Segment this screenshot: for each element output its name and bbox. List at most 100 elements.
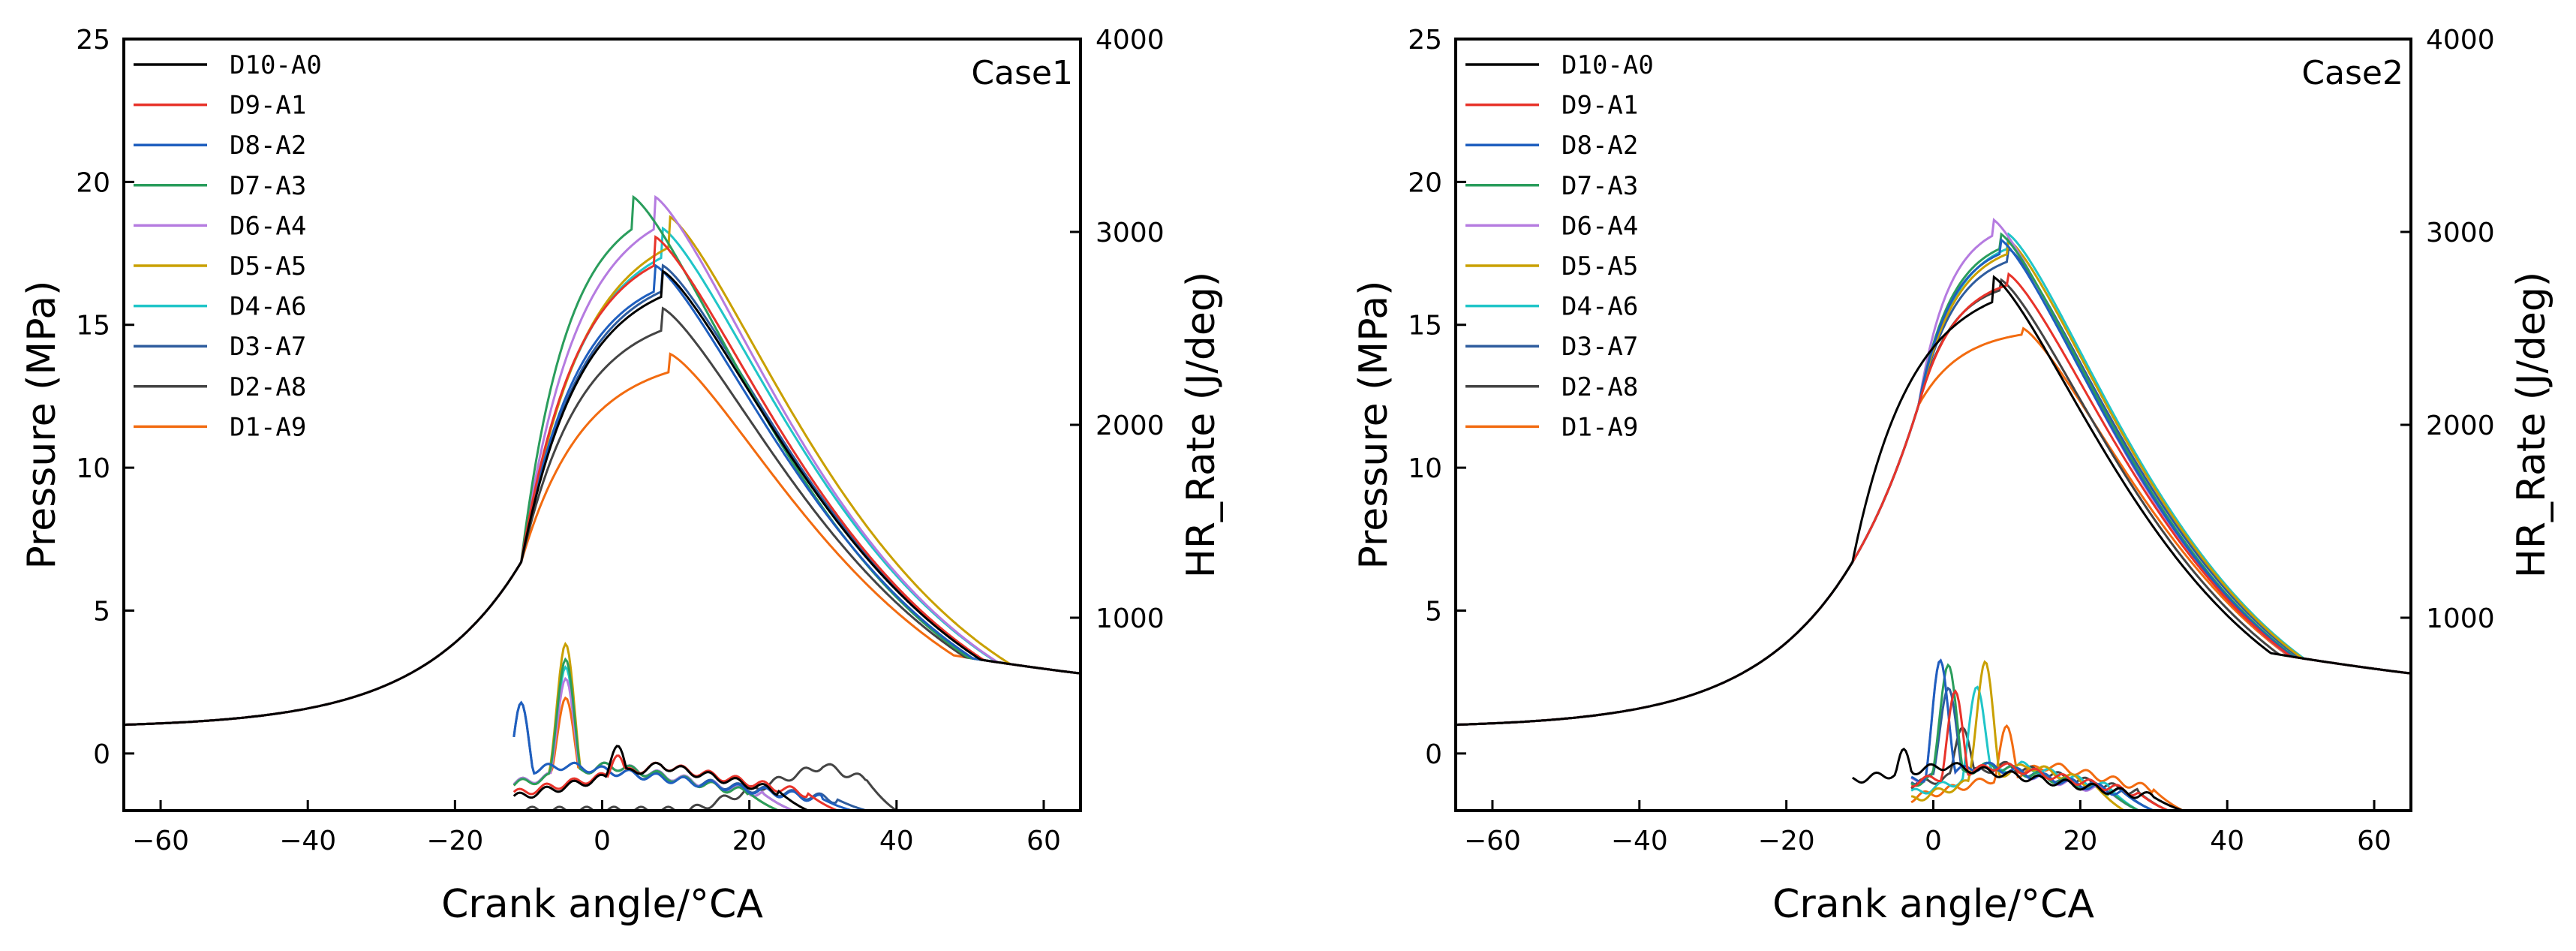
y2-axis-title: HR_Rate (J/deg) xyxy=(1179,272,1224,578)
x-tick-label: 20 xyxy=(2063,826,2097,856)
y-axis-title: Pressure (MPa) xyxy=(1351,281,1396,570)
legend-item: D7-A3 xyxy=(134,171,306,201)
x-tick-label: 0 xyxy=(594,826,611,856)
legend-label: D1-A9 xyxy=(1562,412,1638,442)
y-tick-label: 25 xyxy=(76,25,110,56)
legend-label: D9-A1 xyxy=(230,91,306,121)
legend-item: D5-A5 xyxy=(1465,251,1638,281)
legend-label: D2-A8 xyxy=(1562,372,1638,402)
legend-label: D8-A2 xyxy=(1562,131,1638,161)
hr-line-D8-A2 xyxy=(512,700,853,811)
legend: D10-A0 D9-A1 D8-A2 D7-A3 D6-A4 D5-A5 D4-A6 D3-A… xyxy=(1465,50,1654,442)
case-label: Case2 xyxy=(2301,54,2403,92)
legend-item: D1-A9 xyxy=(1465,412,1638,442)
pressure-line-D2-A8 xyxy=(124,306,1081,726)
legend-label: D10-A0 xyxy=(230,50,322,80)
legend-label: D5-A5 xyxy=(1562,251,1638,281)
legend-label: D10-A0 xyxy=(1562,50,1654,80)
legend-item: D8-A2 xyxy=(1465,131,1638,161)
x-tick-label: −60 xyxy=(132,826,189,856)
x-tick-label: −40 xyxy=(279,826,336,856)
legend-label: D8-A2 xyxy=(230,131,306,161)
legend-label: D4-A6 xyxy=(1562,292,1638,322)
y-tick-label: 0 xyxy=(93,739,110,770)
pressure-line-D1-A9 xyxy=(124,352,1081,726)
legend-label: D7-A3 xyxy=(1562,171,1638,201)
hr-line-D2-A8 xyxy=(513,763,897,811)
legend-item: D4-A6 xyxy=(134,292,306,322)
y-tick-label: 0 xyxy=(1425,739,1442,770)
legend-item: D5-A5 xyxy=(134,251,306,281)
x-tick-label: 60 xyxy=(2357,826,2391,856)
y2-axis-title: HR_Rate (J/deg) xyxy=(2509,272,2554,578)
legend-item: D3-A7 xyxy=(134,332,306,362)
hr-line-D9-A1 xyxy=(512,754,838,811)
y-tick-label: 10 xyxy=(76,453,110,484)
legend-item: D10-A0 xyxy=(1465,50,1654,80)
y-tick-label: 15 xyxy=(76,311,110,342)
x-tick-label: 40 xyxy=(879,826,914,856)
x-tick-label: −40 xyxy=(1611,826,1668,856)
x-tick-label: −20 xyxy=(1758,826,1815,856)
legend-label: D1-A9 xyxy=(230,412,306,442)
y2-tick-label: 1000 xyxy=(1096,603,1165,634)
pressure-line-D10-A0 xyxy=(1456,275,2411,726)
x-axis-title: Crank angle/°CA xyxy=(441,882,763,927)
case-label: Case1 xyxy=(971,54,1073,92)
y2-tick-label: 4000 xyxy=(2426,25,2495,56)
legend-label: D6-A4 xyxy=(1562,211,1638,241)
y2-tick-label: 3000 xyxy=(2426,218,2495,248)
legend-label: D5-A5 xyxy=(230,251,306,281)
legend-item: D9-A1 xyxy=(134,91,306,121)
x-tick-label: −60 xyxy=(1464,826,1521,856)
y-tick-label: 20 xyxy=(76,167,110,198)
legend-item: D6-A4 xyxy=(134,211,306,241)
y2-tick-label: 2000 xyxy=(2426,411,2495,441)
legend-item: D7-A3 xyxy=(1465,171,1638,201)
legend-label: D6-A4 xyxy=(230,211,306,241)
hr-line-D7-A3 xyxy=(512,657,780,811)
hr-line-D10-A0 xyxy=(512,745,809,811)
x-axis-title: Crank angle/°CA xyxy=(1772,882,2094,927)
legend-item: D6-A4 xyxy=(1465,211,1638,241)
legend-item: D3-A7 xyxy=(1465,332,1638,362)
y2-tick-label: 2000 xyxy=(1096,411,1165,441)
y-tick-label: 25 xyxy=(1408,25,1442,56)
x-tick-label: −20 xyxy=(426,826,483,856)
legend: D10-A0 D9-A1 D8-A2 D7-A3 D6-A4 D5-A5 D4-A6 D3-A… xyxy=(134,50,322,442)
hr-line-D10-A0 xyxy=(1852,747,2184,811)
plot-area xyxy=(124,194,1081,811)
chart-panel-2: −60 −40 −20 0 20 40 60 0 5 10 15 20 25 1000 2000 3000 40… xyxy=(1351,25,2554,927)
legend-label: D2-A8 xyxy=(230,372,306,402)
legend-item: D2-A8 xyxy=(134,372,306,402)
x-tick-label: 40 xyxy=(2210,826,2244,856)
legend-item: D9-A1 xyxy=(1465,91,1638,121)
x-tick-label: 0 xyxy=(1925,826,1942,856)
y2-tick-label: 1000 xyxy=(2426,603,2495,634)
x-tick-label: 60 xyxy=(1026,826,1061,856)
legend-item: D2-A8 xyxy=(1465,372,1638,402)
y2-tick-label: 4000 xyxy=(1096,25,1165,56)
x-tick-label: 20 xyxy=(732,826,767,856)
legend-item: D1-A9 xyxy=(134,412,306,442)
y2-tick-label: 3000 xyxy=(1096,218,1165,248)
hr-line-D3-A7 xyxy=(512,700,867,811)
hr-line-D4-A6 xyxy=(1910,685,2140,811)
y-tick-label: 15 xyxy=(1408,311,1442,342)
legend-label: D3-A7 xyxy=(1562,332,1638,362)
legend-label: D7-A3 xyxy=(230,171,306,201)
legend-item: D8-A2 xyxy=(134,131,306,161)
y-tick-label: 20 xyxy=(1408,167,1442,198)
y-axis-title: Pressure (MPa) xyxy=(20,281,65,570)
y-tick-label: 5 xyxy=(93,596,110,627)
legend-item: D4-A6 xyxy=(1465,292,1638,322)
legend-item: D10-A0 xyxy=(134,50,322,80)
chart-panel-1: −60 −40 −20 0 20 40 60 0 5 10 15 20 25 1000 2000 3000 40… xyxy=(20,25,1224,927)
legend-label: D4-A6 xyxy=(230,292,306,322)
y-tick-label: 5 xyxy=(1425,596,1442,627)
plot-area xyxy=(1456,218,2411,811)
legend-label: D3-A7 xyxy=(230,332,306,362)
pressure-line-D10-A0 xyxy=(124,269,1081,726)
y-tick-label: 10 xyxy=(1408,453,1442,484)
